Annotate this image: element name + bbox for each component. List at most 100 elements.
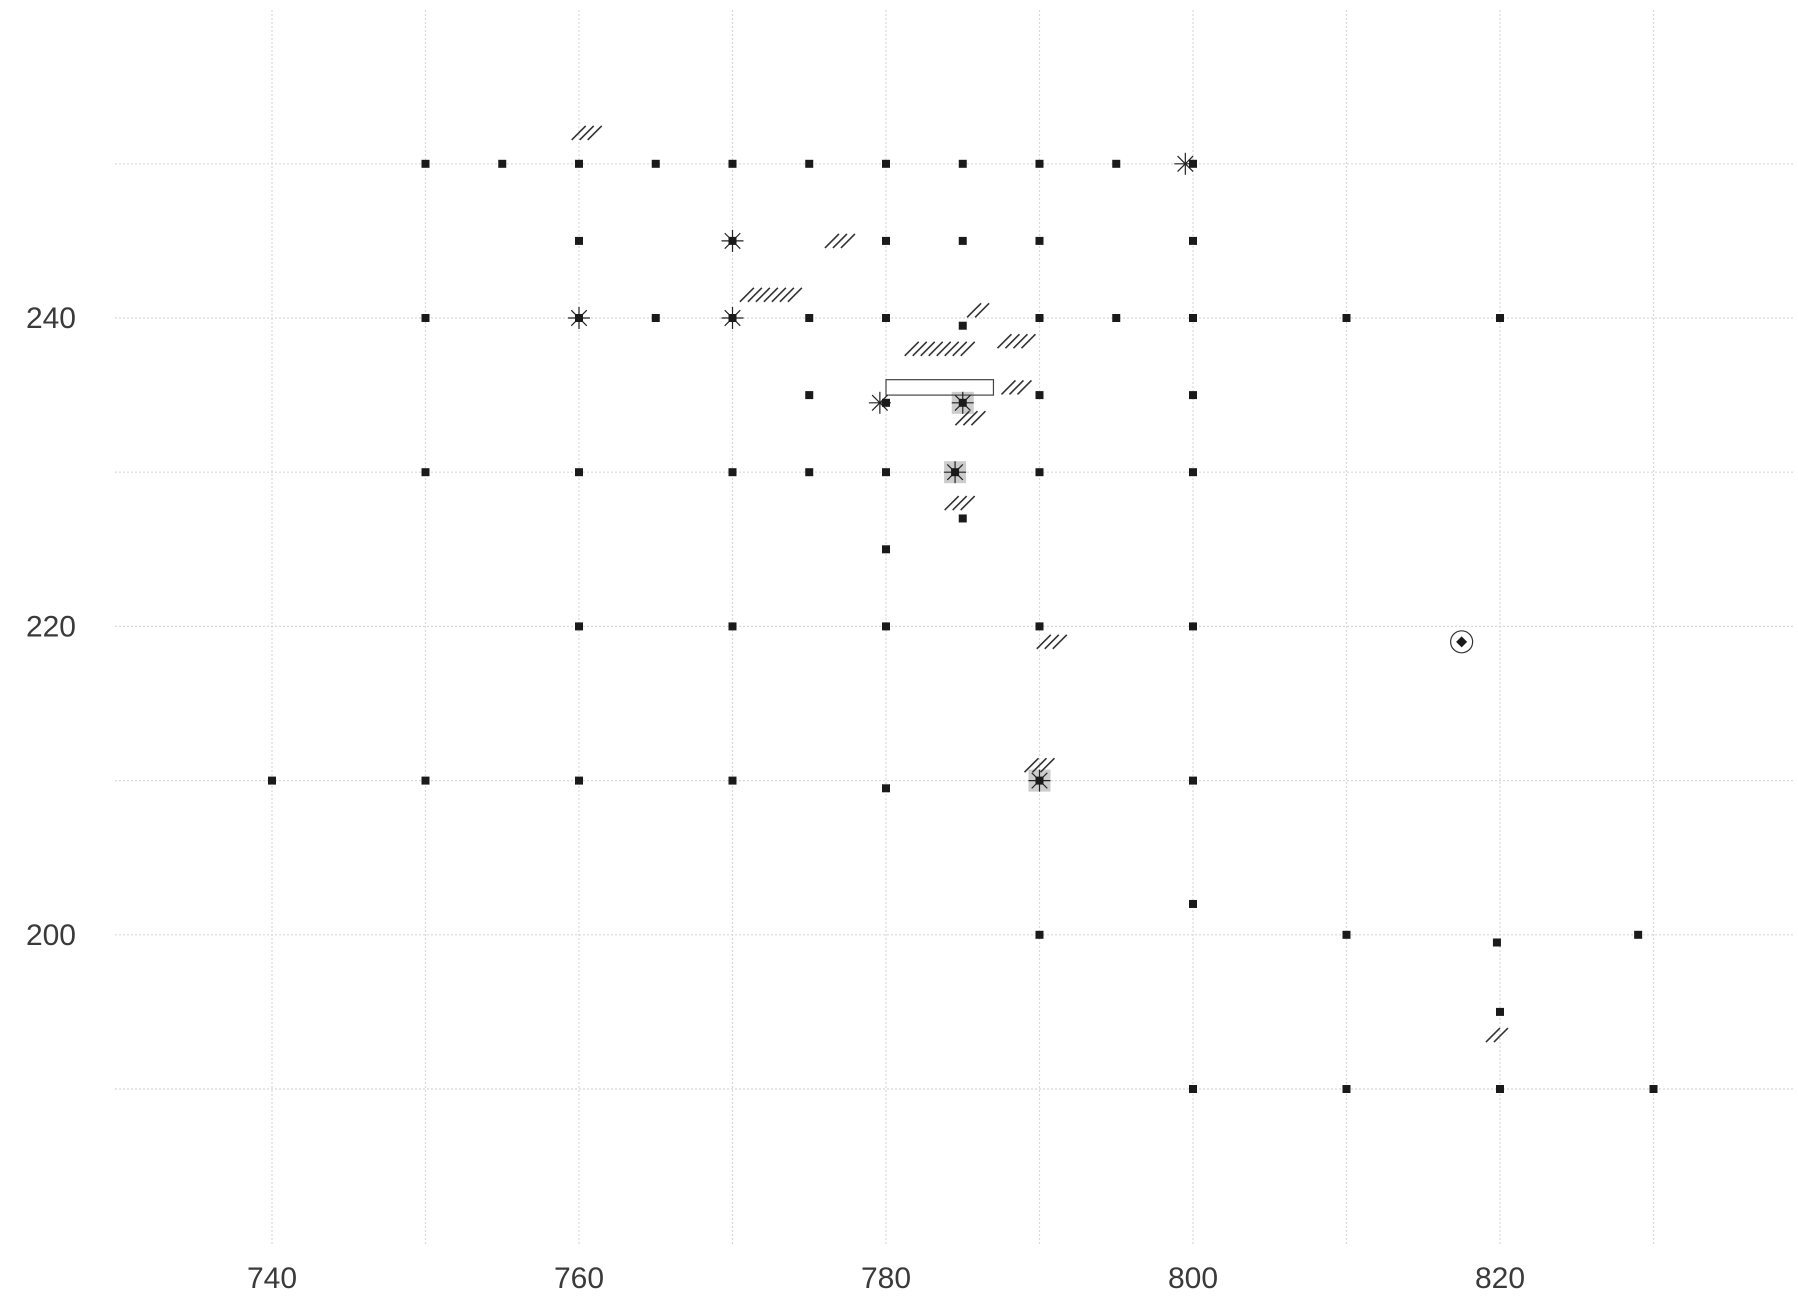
- data-point: [882, 398, 890, 407]
- data-point: [882, 314, 890, 322]
- data-point: [651, 159, 660, 168]
- data-point: [805, 314, 814, 322]
- rect-annotation: [885, 379, 995, 396]
- data-point: [1189, 1085, 1197, 1093]
- data-point: [421, 468, 430, 477]
- data-point: [498, 159, 507, 168]
- hatch-stroke: [1493, 1027, 1509, 1043]
- data-point: [1342, 1085, 1351, 1093]
- star-stroke: [1177, 155, 1194, 173]
- hatch-stroke: [587, 125, 603, 141]
- data-point: [268, 776, 276, 785]
- data-point: [1496, 1007, 1504, 1016]
- y-tick-label: 240: [26, 302, 76, 335]
- data-point: [575, 314, 583, 322]
- hatch-stroke: [1020, 333, 1037, 349]
- hatch-mark: [954, 410, 986, 426]
- hatch-stroke: [936, 341, 952, 357]
- hatch-stroke: [840, 233, 856, 249]
- data-point: [575, 236, 583, 245]
- data-point: [1189, 776, 1197, 785]
- x-tick-label: 780: [861, 1262, 911, 1295]
- y-tick-label: 200: [26, 919, 76, 952]
- data-point: [1035, 930, 1044, 939]
- hatch-stroke: [904, 341, 920, 357]
- hatch-stroke: [755, 287, 771, 303]
- data-point: [1189, 622, 1197, 631]
- data-point: [1112, 159, 1121, 168]
- data-point: [1035, 159, 1044, 168]
- hatch-stroke: [954, 410, 970, 426]
- hatch-mark: [966, 302, 990, 318]
- hatch-stroke: [1000, 379, 1017, 395]
- hatch-mark: [739, 287, 803, 303]
- hatch-stroke: [920, 341, 936, 357]
- hatch-stroke: [944, 341, 960, 357]
- data-point: [728, 468, 737, 477]
- data-point: [1496, 1085, 1504, 1093]
- data-point: [421, 314, 430, 322]
- x-tick-label: 800: [1168, 1262, 1218, 1295]
- hatch-stroke: [944, 495, 960, 511]
- hatch-stroke: [1039, 757, 1056, 773]
- data-point: [1492, 938, 1501, 947]
- data-point: [1035, 236, 1044, 245]
- hatch-stroke: [1044, 634, 1060, 650]
- hatch-stroke: [912, 341, 928, 357]
- data-point: [1035, 622, 1044, 631]
- data-point: [1342, 930, 1351, 939]
- hatch-mark: [1000, 379, 1033, 395]
- hatch-stroke: [1023, 757, 1040, 773]
- hatch-mark: [1485, 1027, 1509, 1043]
- data-point: [728, 236, 737, 245]
- data-point: [1189, 899, 1197, 908]
- hatch-stroke: [928, 341, 944, 357]
- hatch-stroke: [747, 287, 763, 303]
- hatch-stroke: [1485, 1027, 1501, 1043]
- hatch-stroke: [1036, 634, 1052, 650]
- hatch-stroke: [970, 410, 986, 426]
- hatch-stroke: [966, 302, 982, 318]
- data-point: [805, 391, 814, 400]
- data-point: [958, 236, 967, 245]
- data-point: [1112, 314, 1121, 322]
- data-point: [421, 159, 430, 168]
- x-tick-label: 760: [554, 1262, 604, 1295]
- hatch-stroke: [1012, 333, 1029, 349]
- data-point: [728, 776, 737, 785]
- data-point: [651, 314, 660, 322]
- data-point: [1189, 159, 1197, 168]
- hatch-mark: [824, 233, 856, 249]
- hatch-mark: [1036, 634, 1068, 650]
- hatch-stroke: [952, 495, 968, 511]
- data-point: [882, 784, 890, 793]
- data-point: [1189, 391, 1197, 400]
- data-point: [1035, 468, 1044, 477]
- data-point: [728, 622, 737, 631]
- hatch-stroke: [1031, 757, 1048, 773]
- data-point: [805, 159, 814, 168]
- y-tick-label: 220: [26, 610, 76, 643]
- x-tick-label: 820: [1475, 1262, 1525, 1295]
- hatch-stroke: [974, 302, 990, 318]
- data-point: [575, 159, 583, 168]
- data-point: [882, 159, 890, 168]
- hatch-stroke: [571, 125, 587, 141]
- data-point: [958, 321, 967, 330]
- data-point: [1342, 314, 1351, 322]
- hatch-stroke: [771, 287, 787, 303]
- hatch-stroke: [579, 125, 595, 141]
- data-point: [1189, 314, 1197, 322]
- data-point: [882, 622, 890, 631]
- hatch-stroke: [1052, 634, 1068, 650]
- hatch-stroke: [1008, 379, 1025, 395]
- hatch-stroke: [1016, 379, 1033, 395]
- hatch-stroke: [787, 287, 803, 303]
- annotations: [568, 125, 1509, 1043]
- data-point: [1634, 930, 1643, 939]
- hatch-mark: [904, 341, 976, 357]
- data-points: [268, 159, 1658, 1093]
- data-point: [805, 468, 814, 477]
- hatch-stroke: [996, 333, 1013, 349]
